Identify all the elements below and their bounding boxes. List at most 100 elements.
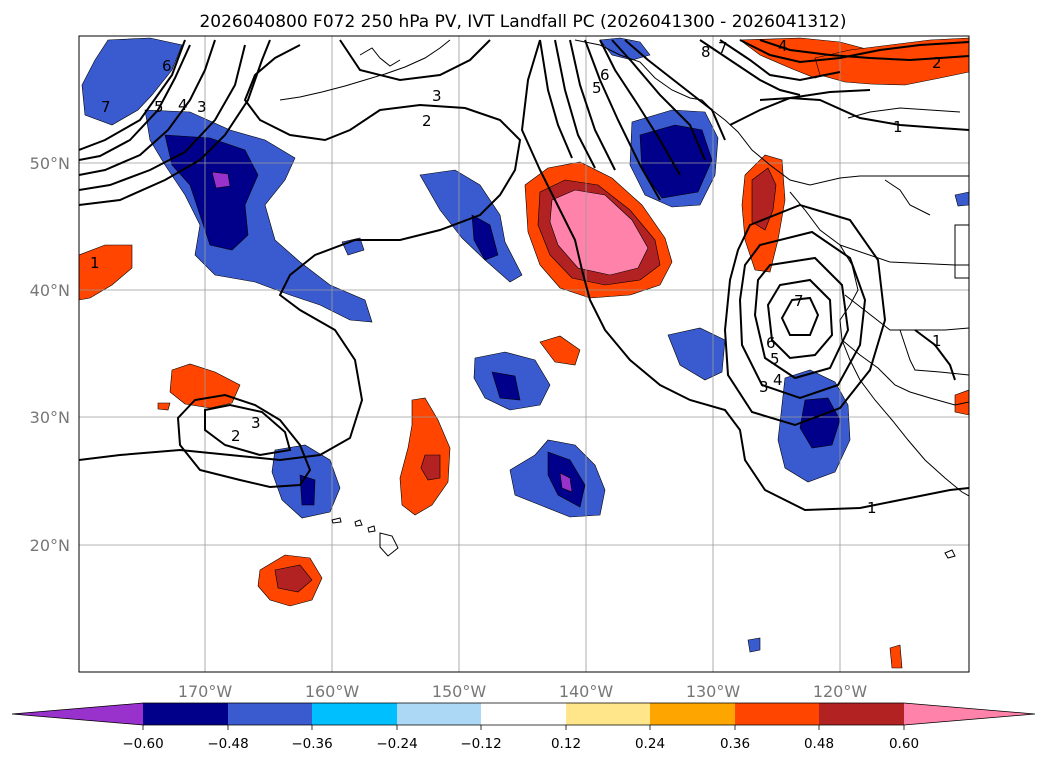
contour-labels: 7 6 5 4 3 3 2 5 6 8 7 4 2 1 1 7 6 5 4 3 … — [90, 37, 942, 517]
contour-label: 2 — [231, 427, 241, 445]
lat-label: 20°N — [30, 536, 70, 555]
colorbar-segment — [481, 703, 566, 725]
positive-pv-area — [274, 564, 313, 593]
latitude-labels: 50°N 40°N 30°N 20°N — [30, 154, 70, 555]
positive-pv-area — [79, 244, 133, 301]
negative-pv-area — [211, 171, 231, 189]
pv-contour — [79, 39, 271, 206]
colorbar: −0.60 −0.48 −0.36 −0.24 −0.12 0.12 0.24 … — [11, 702, 1036, 752]
pv-contour — [723, 203, 887, 427]
colorbar-tick-label: 0.24 — [635, 736, 665, 752]
negative-pv-area — [81, 37, 183, 126]
pv-contour — [729, 89, 871, 126]
negative-pv-area — [299, 474, 316, 506]
lon-label: 120°W — [813, 682, 868, 701]
positive-pv-area — [889, 644, 903, 669]
pv-contour — [204, 403, 292, 457]
contour-label: 6 — [766, 334, 776, 352]
pv-contour — [611, 39, 706, 161]
negative-pv-area — [491, 371, 521, 401]
positive-pv-area — [814, 37, 969, 86]
pv-contour — [176, 393, 312, 489]
contour-label: 1 — [893, 118, 903, 136]
contour-label: 3 — [759, 378, 769, 396]
lat-label: 50°N — [30, 154, 70, 173]
negative-pv-area — [799, 397, 841, 449]
coastlines — [279, 39, 969, 559]
positive-pv-area — [420, 454, 441, 481]
contour-label: 2 — [932, 54, 942, 72]
pv-contour — [699, 39, 801, 96]
contour-label: 1 — [90, 254, 100, 272]
lon-label: 160°W — [305, 682, 360, 701]
pv-contour — [569, 39, 616, 171]
negative-pv-area — [747, 637, 761, 653]
pv-contour — [79, 44, 522, 462]
colorbar-tick-label: −0.12 — [460, 736, 501, 752]
colorbar-tick-label: 0.48 — [804, 736, 834, 752]
pv-contour — [780, 296, 820, 336]
lat-label: 40°N — [30, 281, 70, 300]
map-frame — [78, 35, 970, 673]
lon-label: 150°W — [432, 682, 487, 701]
pv-contour — [339, 39, 491, 82]
gridlines — [79, 36, 969, 672]
pv-contour — [539, 39, 573, 159]
pv-contour — [719, 39, 841, 82]
contour-label: 3 — [251, 414, 261, 432]
colorbar-segment — [228, 703, 312, 725]
pv-contour — [599, 39, 681, 176]
contour-label: 3 — [197, 98, 207, 116]
colorbar-tick-label: −0.24 — [376, 736, 417, 752]
colorbar-segment — [143, 703, 228, 725]
pv-contour — [753, 256, 850, 380]
negative-pv-area — [599, 37, 651, 61]
colorbar-tick-label: 0.12 — [551, 736, 581, 752]
positive-pv-area — [539, 335, 581, 366]
positive-pv-area — [157, 402, 171, 411]
colorbar-segment — [397, 703, 481, 725]
map-content: 7 6 5 4 3 3 2 5 6 8 7 4 2 1 1 7 6 5 4 3 … — [79, 36, 969, 672]
colorbar-tick-label: −0.36 — [291, 736, 332, 752]
contour-label: 6 — [162, 57, 172, 75]
colorbar-high-extension — [904, 703, 1035, 725]
longitude-labels: 170°W 160°W 150°W 140°W 130°W 120°W — [178, 682, 868, 701]
positive-pv-areas — [79, 37, 969, 669]
positive-pv-area — [954, 389, 969, 416]
colorbar-segment — [819, 703, 904, 725]
contour-label: 6 — [600, 66, 610, 84]
contour-label: 4 — [773, 371, 783, 389]
positive-pv-area — [549, 189, 649, 276]
pv-contour — [739, 39, 969, 64]
contour-label: 4 — [778, 37, 788, 55]
lon-label: 140°W — [559, 682, 614, 701]
pv-contour — [914, 329, 956, 381]
contour-label: 5 — [154, 98, 164, 116]
contour-label: 7 — [718, 39, 728, 57]
contour-label: 5 — [770, 350, 780, 368]
contour-label: 7 — [794, 292, 804, 310]
colorbar-tick-label: 0.60 — [889, 736, 919, 752]
colorbar-tick-label: −0.48 — [207, 736, 248, 752]
pv-contour — [584, 39, 661, 201]
colorbar-segment — [566, 703, 650, 725]
positive-pv-area — [751, 167, 777, 231]
negative-pv-area — [559, 472, 573, 493]
pv-contour — [520, 39, 969, 512]
colorbar-segment — [735, 703, 819, 725]
pv-contour — [759, 39, 969, 62]
lon-label: 170°W — [178, 682, 233, 701]
pv-contours — [79, 39, 969, 512]
contour-label: 2 — [422, 112, 432, 130]
lat-label: 30°N — [30, 408, 70, 427]
colorbar-tick-label: −0.60 — [122, 736, 163, 752]
negative-pv-area — [164, 134, 259, 251]
negative-pv-area — [667, 327, 726, 381]
contour-label: 7 — [101, 98, 111, 116]
colorbar-tick-label: 0.36 — [720, 736, 750, 752]
pv-contour — [79, 39, 216, 176]
colorbar-segment — [312, 703, 397, 725]
negative-pv-area — [954, 191, 969, 207]
contour-label: 3 — [432, 87, 442, 105]
